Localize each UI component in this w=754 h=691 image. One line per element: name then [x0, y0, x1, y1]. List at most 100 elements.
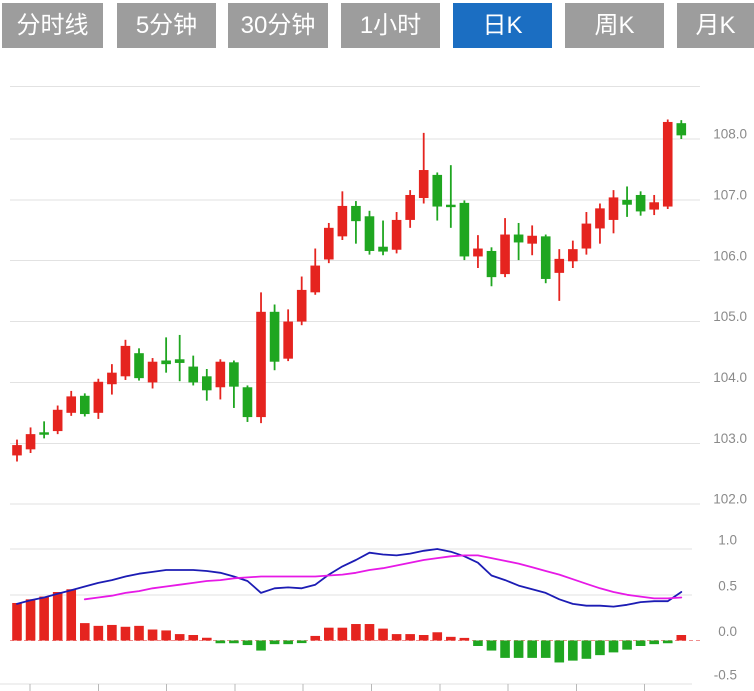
macd-bar	[107, 624, 117, 641]
macd-bar	[486, 640, 497, 651]
candle-body	[188, 366, 199, 383]
macd-axis-label: 0.0	[718, 624, 737, 639]
macd-bar	[622, 640, 632, 650]
price-axis-label: 106.0	[713, 248, 747, 263]
period-tab-3[interactable]: 1小时	[341, 3, 440, 48]
period-tab-0[interactable]: 分时线	[2, 3, 103, 48]
candle-body	[622, 199, 632, 205]
macd-bar	[513, 640, 524, 658]
macd-bar	[39, 596, 49, 641]
candle-body	[473, 248, 483, 257]
candle-body	[405, 194, 415, 220]
candle-body	[324, 227, 334, 260]
macd-bar	[161, 630, 171, 641]
period-toolbar: 分时线 5分钟 30分钟 1小时 日K 周K 月K	[0, 0, 754, 56]
macd-bar	[378, 628, 388, 641]
candle-body	[52, 409, 63, 432]
macd-bar	[147, 629, 158, 641]
candle-body	[134, 353, 144, 379]
macd-bar	[174, 634, 185, 641]
candle-body	[500, 234, 510, 275]
price-axis-label: 107.0	[713, 187, 747, 202]
candle-body	[310, 265, 321, 293]
macd-bar	[188, 635, 199, 641]
price-axis-label: 104.0	[713, 370, 747, 385]
price-axis-label: 103.0	[713, 431, 747, 446]
macd-bar	[229, 640, 239, 644]
macd-bar	[52, 592, 63, 641]
candle-body	[446, 204, 456, 208]
macd-bar	[201, 637, 212, 641]
candle-body	[595, 208, 605, 229]
candle-body	[283, 321, 293, 359]
macd-bar	[269, 640, 280, 645]
price-axis-label: 105.0	[713, 309, 747, 324]
candle-body	[161, 360, 171, 365]
macd-bar	[310, 635, 321, 641]
candle-body	[662, 121, 673, 207]
macd-bar	[12, 602, 22, 641]
candle-body	[337, 205, 348, 237]
dif-line	[16, 548, 683, 608]
candle-body	[79, 395, 90, 415]
candle-body	[256, 311, 266, 418]
macd-axis-label: -0.5	[714, 668, 737, 683]
macd-bar	[337, 627, 348, 641]
macd-bar	[635, 640, 646, 646]
period-tab-1[interactable]: 5分钟	[117, 3, 216, 48]
macd-bar	[418, 635, 429, 641]
macd-bar	[296, 640, 307, 644]
macd-bar	[405, 634, 415, 641]
candle-body	[242, 387, 253, 418]
candle-body	[93, 381, 104, 413]
macd-bar	[25, 599, 36, 641]
candle-body	[540, 236, 551, 279]
macd-bar	[662, 640, 673, 644]
candle-body	[676, 123, 687, 136]
period-tab-6[interactable]: 月K	[677, 3, 754, 48]
macd-bar	[568, 640, 578, 661]
period-tab-4[interactable]: 日K	[453, 3, 552, 48]
macd-bar	[649, 640, 659, 645]
candle-body	[554, 258, 565, 273]
macd-bar	[242, 640, 253, 646]
macd-bar	[432, 632, 443, 641]
candle-body	[66, 396, 77, 413]
candle-body	[25, 434, 36, 450]
period-tab-5[interactable]: 周K	[565, 3, 664, 48]
candle-body	[120, 345, 131, 377]
candle-body	[608, 197, 619, 220]
candle-body	[527, 235, 537, 244]
macd-bar	[676, 635, 687, 641]
candle-body	[635, 194, 646, 212]
period-tab-2[interactable]: 30分钟	[228, 3, 328, 48]
macd-bar	[527, 640, 537, 658]
candle-body	[568, 249, 578, 262]
price-axis-label: 102.0	[713, 492, 747, 507]
macd-bar	[459, 637, 470, 641]
price-axis-label: 108.0	[713, 127, 747, 142]
macd-bar	[215, 640, 226, 644]
macd-bar	[324, 627, 334, 641]
macd-bar	[364, 624, 375, 641]
candle-body	[269, 311, 280, 362]
candle-body	[174, 359, 185, 363]
macd-axis-label: 1.0	[718, 533, 737, 548]
macd-bar	[351, 624, 361, 641]
macd-bar	[554, 640, 565, 663]
candle-body	[418, 170, 429, 199]
macd-bar	[391, 634, 402, 641]
macd-bar	[446, 636, 456, 641]
candle-body	[649, 202, 659, 210]
candle-body	[459, 202, 470, 257]
macd-bar	[283, 640, 293, 645]
macd-axis-label: 0.5	[718, 578, 737, 593]
candle-body	[201, 376, 212, 391]
macd-bar	[595, 640, 605, 656]
macd-bar	[256, 640, 266, 651]
macd-bar	[93, 625, 104, 641]
macd-bar	[500, 640, 510, 658]
candle-body	[513, 234, 524, 243]
